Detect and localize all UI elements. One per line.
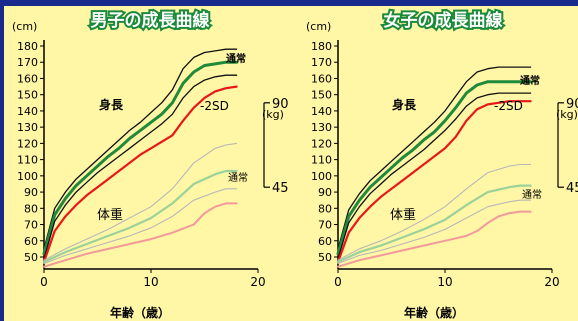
- y-tick-label: 100: [17, 170, 38, 183]
- y-tick-label: 50: [318, 251, 332, 264]
- y-tick-right-label: 45: [566, 181, 578, 196]
- y-tick-right-label: 45: [272, 181, 289, 196]
- series-line-weight-minus2sd: [43, 202, 238, 268]
- y-tick-label: 170: [311, 56, 332, 69]
- chart-title: 男子の成長曲線: [91, 10, 210, 31]
- y-tick-label: 60: [24, 235, 38, 248]
- series-line-height-normal-outer: [43, 74, 238, 260]
- label-minus2sd: -2SD: [494, 99, 523, 113]
- x-tick-label: 0: [40, 275, 48, 289]
- y-tick-label: 120: [311, 137, 332, 150]
- series-line-weight-normal-mid: [336, 184, 532, 263]
- y-tick-right-label: 90: [272, 97, 289, 112]
- series-line-height-normal-outer: [43, 48, 238, 250]
- series-line-height-normal-outer: [337, 92, 532, 260]
- x-tick-label: 20: [544, 275, 559, 289]
- y-tick-label: 90: [318, 186, 332, 199]
- y-tick-right-label: 90: [566, 97, 578, 112]
- y-tick-label: 130: [311, 121, 332, 134]
- label-height: 身長: [99, 97, 124, 112]
- label-normal-height: 通常: [520, 74, 540, 87]
- y-tick-label: 150: [311, 89, 332, 102]
- series-line-weight-minus2sd: [337, 210, 532, 268]
- series-line-height-minus2sd: [42, 85, 238, 263]
- label-normal-weight: 通常: [522, 188, 542, 201]
- x-tick-label: 0: [334, 275, 342, 289]
- label-height: 身長: [392, 97, 417, 112]
- x-axis-label: 年齢（歳）: [110, 305, 170, 320]
- y-tick-label: 140: [17, 105, 38, 118]
- y-tick-label: 120: [17, 137, 38, 150]
- label-normal-height: 通常: [226, 52, 246, 65]
- y-tick-label: 80: [318, 202, 332, 215]
- series-line-weight-normal-outer: [43, 142, 238, 261]
- x-tick-label: 20: [250, 275, 265, 289]
- y-tick-label: 140: [311, 105, 332, 118]
- series-line-height-normal-outer: [337, 66, 532, 250]
- y-axis-unit-left: (cm): [306, 20, 331, 33]
- chart-girls: 女子の成長曲線(cm)(kg)5060708090100110120130140…: [306, 8, 578, 320]
- series-line-height-normal-mid: [42, 60, 239, 256]
- series-line-height-minus2sd: [336, 100, 532, 263]
- y-tick-label: 160: [311, 72, 332, 85]
- y-tick-label: 90: [24, 186, 38, 199]
- y-tick-label: 180: [311, 40, 332, 53]
- y-tick-label: 110: [17, 154, 38, 167]
- y-tick-label: 50: [24, 251, 38, 264]
- x-tick-label: 10: [143, 275, 158, 289]
- label-weight: 体重: [97, 207, 123, 223]
- y-tick-label: 110: [311, 154, 332, 167]
- chart-title: 女子の成長曲線: [384, 10, 503, 31]
- y-tick-label: 100: [311, 170, 332, 183]
- y-tick-label: 160: [17, 72, 38, 85]
- y-axis-unit-right: (kg): [262, 108, 284, 121]
- series-line-weight-normal-outer: [337, 163, 532, 261]
- y-tick-label: 80: [24, 202, 38, 215]
- y-tick-label: 180: [17, 40, 38, 53]
- series-line-weight-normal-mid: [42, 169, 238, 263]
- chart-boys: 男子の成長曲線(cm)(kg)5060708090100110120130140…: [12, 8, 289, 320]
- y-axis-unit-right: (kg): [556, 108, 578, 121]
- series-line-weight-normal-outer: [337, 199, 532, 265]
- label-minus2sd: -2SD: [200, 99, 229, 113]
- y-tick-label: 70: [318, 219, 332, 232]
- y-tick-label: 70: [24, 219, 38, 232]
- label-weight: 体重: [390, 207, 416, 223]
- label-normal-weight: 通常: [228, 171, 248, 184]
- x-tick-label: 10: [437, 275, 452, 289]
- y-tick-label: 130: [17, 121, 38, 134]
- y-tick-label: 170: [17, 56, 38, 69]
- y-axis-unit-left: (cm): [12, 20, 37, 33]
- x-axis-label: 年齢（歳）: [404, 305, 464, 320]
- y-tick-label: 60: [318, 235, 332, 248]
- series-line-height-normal-mid: [336, 80, 533, 256]
- series-line-weight-normal-outer: [43, 188, 238, 265]
- chart-panel-background: [4, 6, 578, 321]
- y-tick-label: 150: [17, 89, 38, 102]
